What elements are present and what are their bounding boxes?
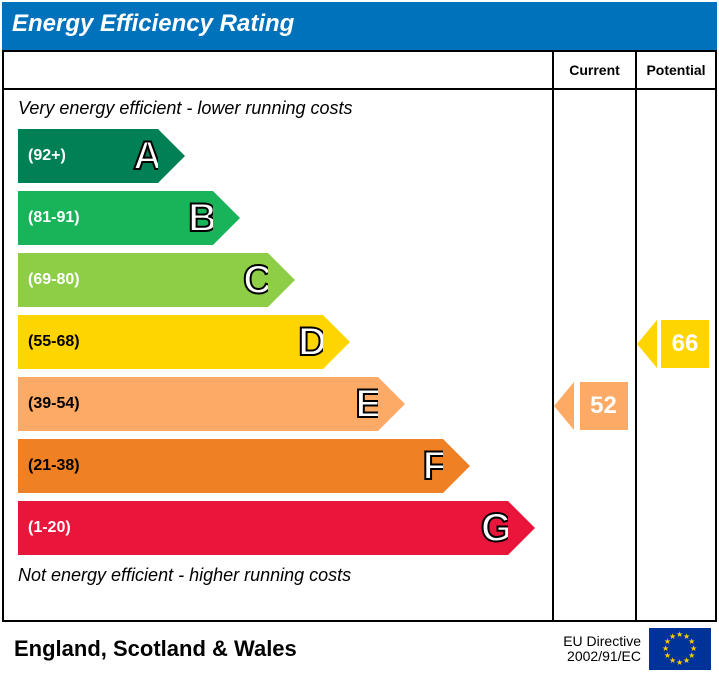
- main-box: Current Potential Very energy efficient …: [2, 50, 717, 622]
- eu-line1: EU Directive: [563, 634, 641, 649]
- eu-block: EU Directive 2002/91/EC ★★★★★★★★★★★★: [563, 628, 711, 670]
- eu-line2: 2002/91/EC: [563, 649, 641, 664]
- band-row-c: (69-80) C: [4, 249, 552, 311]
- current-badge: 52: [574, 382, 633, 430]
- footer-row: England, Scotland & Wales EU Directive 2…: [2, 622, 717, 676]
- col-header-potential: Potential: [635, 52, 715, 90]
- band-letter-e: E: [355, 382, 382, 427]
- potential-col: 66: [635, 90, 715, 620]
- band-letter-c: C: [243, 258, 272, 303]
- current-value: 52: [580, 382, 628, 430]
- band-row-e: (39-54) E: [4, 373, 552, 435]
- header-spacer: [4, 52, 552, 90]
- band-bar-e: (39-54)E: [18, 377, 378, 431]
- epc-container: Energy Efficiency Rating Current Potenti…: [2, 2, 717, 672]
- band-row-d: (55-68) D: [4, 311, 552, 373]
- title-text: Energy Efficiency Rating: [12, 10, 294, 37]
- band-row-g: (1-20) G: [4, 497, 552, 559]
- bands-host: (92+) A (81-91) B (69-80) C (55-68) D (39-54) E (2…: [4, 125, 552, 559]
- title-bar: Energy Efficiency Rating: [2, 2, 717, 50]
- band-letter-f: F: [423, 444, 447, 489]
- eu-star-icon: ★: [669, 632, 676, 641]
- band-bar-b: (81-91)B: [18, 191, 213, 245]
- band-bar-a: (92+)A: [18, 129, 158, 183]
- band-letter-a: A: [133, 134, 162, 179]
- band-letter-b: B: [188, 196, 217, 241]
- header-row: Current Potential: [4, 52, 715, 90]
- eu-text: EU Directive 2002/91/EC: [563, 634, 641, 665]
- eu-flag-icon: ★★★★★★★★★★★★: [649, 628, 711, 670]
- eu-star-icon: ★: [676, 658, 683, 667]
- band-row-a: (92+) A: [4, 125, 552, 187]
- current-col: 52: [552, 90, 635, 620]
- band-letter-g: G: [481, 506, 512, 551]
- band-bar-c: (69-80)C: [18, 253, 268, 307]
- band-range-d: (55-68): [18, 333, 80, 351]
- caption-top: Very energy efficient - lower running co…: [4, 98, 552, 119]
- band-range-b: (81-91): [18, 209, 80, 227]
- band-range-e: (39-54): [18, 395, 80, 413]
- body-row: Very energy efficient - lower running co…: [4, 90, 715, 620]
- band-bar-f: (21-38)F: [18, 439, 443, 493]
- band-letter-d: D: [298, 320, 327, 365]
- band-bar-g: (1-20)G: [18, 501, 508, 555]
- band-range-a: (92+): [18, 147, 66, 165]
- eu-star-icon: ★: [683, 656, 690, 665]
- caption-bottom: Not energy efficient - higher running co…: [4, 565, 552, 586]
- band-range-c: (69-80): [18, 271, 80, 289]
- band-range-g: (1-20): [18, 519, 71, 537]
- band-row-b: (81-91) B: [4, 187, 552, 249]
- col-header-current: Current: [552, 52, 635, 90]
- band-range-f: (21-38): [18, 457, 80, 475]
- band-row-f: (21-38) F: [4, 435, 552, 497]
- region-text: England, Scotland & Wales: [8, 636, 297, 662]
- potential-value: 66: [661, 320, 709, 368]
- potential-badge: 66: [657, 320, 713, 368]
- band-bar-d: (55-68)D: [18, 315, 323, 369]
- bars-area: Very energy efficient - lower running co…: [4, 90, 552, 620]
